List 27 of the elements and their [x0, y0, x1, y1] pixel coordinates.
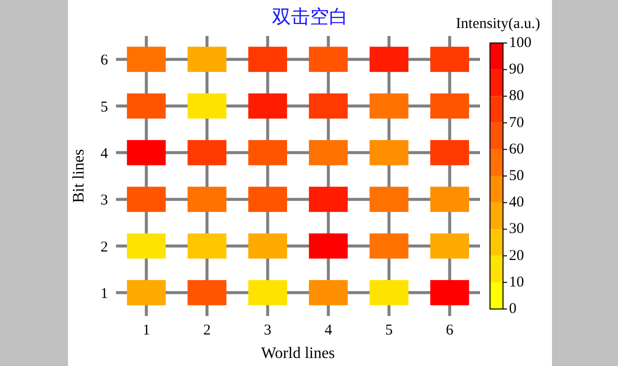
color-bar-label: 0 — [509, 301, 516, 317]
color-bar-label: 70 — [509, 114, 524, 131]
x-axis-title: World lines — [261, 345, 335, 362]
color-bar-label: 10 — [509, 274, 524, 290]
color-bar-label: 90 — [509, 62, 524, 78]
x-tick-label: 4 — [324, 322, 333, 339]
color-bar-label: 50 — [509, 168, 524, 184]
x-tick-label: 6 — [446, 322, 454, 339]
x-tick-label: 3 — [264, 322, 272, 339]
y-axis-title: Bit lines — [70, 149, 88, 203]
x-tick-label: 2 — [203, 322, 211, 339]
y-tick-label: 1 — [100, 286, 108, 302]
y-tick-label: 4 — [100, 146, 108, 162]
x-tick-label: 5 — [385, 322, 393, 339]
color-bar-label: 100 — [509, 35, 532, 51]
color-bar-label: 80 — [509, 88, 524, 104]
color-bar-label: 60 — [509, 141, 524, 158]
chart-title: 双击空白 — [272, 6, 348, 28]
color-bar-label: 30 — [509, 221, 524, 238]
y-tick-label: 3 — [100, 192, 108, 209]
y-tick-label: 5 — [100, 99, 108, 116]
color-bar-label: 40 — [509, 194, 524, 211]
y-tick-label: 2 — [100, 239, 108, 256]
color-bar-label: 20 — [509, 248, 524, 264]
y-tick-label: 6 — [100, 52, 108, 69]
x-tick-label: 1 — [142, 322, 150, 339]
color-bar-title: Intensity(a.u.) — [454, 16, 542, 33]
